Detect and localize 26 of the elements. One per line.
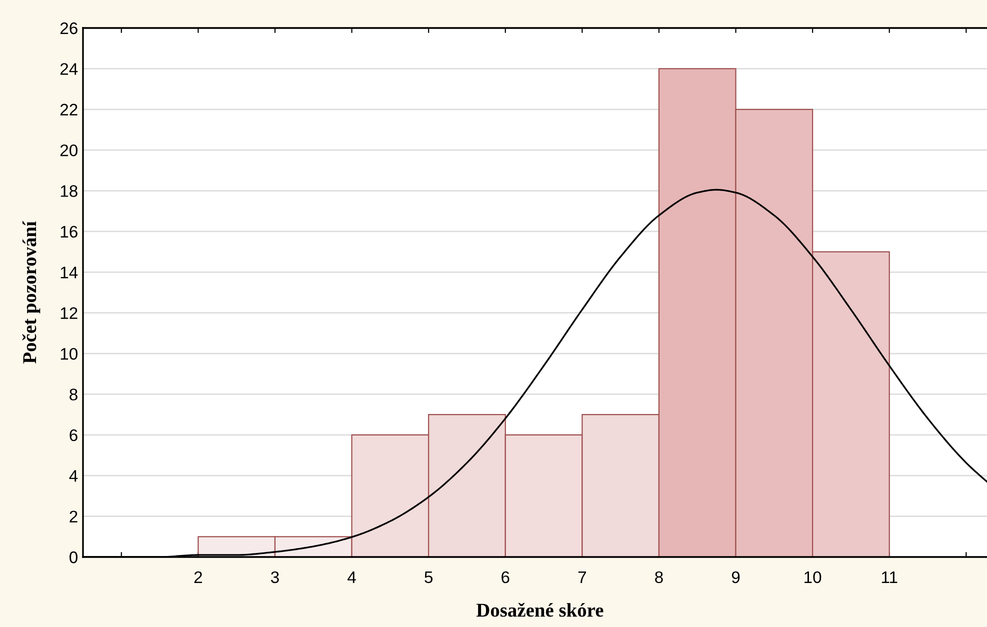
x-tick-label: 7 — [578, 572, 586, 583]
x-axis-title: Dosažené skóre — [476, 602, 604, 617]
x-tick-label: 11 — [882, 572, 898, 583]
y-tick-label: 18 — [60, 185, 78, 197]
y-tick-label: 14 — [60, 266, 78, 278]
y-tick-label: 8 — [70, 388, 78, 400]
x-tick-label: 8 — [655, 571, 663, 584]
x-tick-label: 6 — [502, 571, 510, 584]
y-tick-label: 24 — [60, 63, 78, 75]
x-tick-label: 10 — [804, 571, 822, 584]
x-tick-label: 3 — [270, 571, 279, 584]
y-tick-label: 16 — [60, 226, 78, 238]
y-tick-label: 0 — [70, 551, 78, 564]
y-tick-label: 2 — [70, 510, 78, 522]
y-tick-label: 12 — [60, 307, 78, 319]
x-tick-label: 5 — [424, 572, 433, 584]
y-tick-label: 22 — [60, 104, 78, 116]
y-tick-label: 6 — [70, 429, 78, 442]
y-tick-label: 4 — [69, 470, 78, 482]
x-tick-label: 4 — [348, 572, 356, 583]
x-tick-label: 9 — [732, 571, 740, 584]
y-tick-label: 26 — [60, 22, 78, 34]
y-tick-label: 20 — [60, 144, 78, 156]
y-axis-title: Počet pozorování — [22, 220, 40, 364]
x-tick-label: 2 — [194, 571, 202, 583]
y-tick-label: 10 — [60, 348, 78, 360]
